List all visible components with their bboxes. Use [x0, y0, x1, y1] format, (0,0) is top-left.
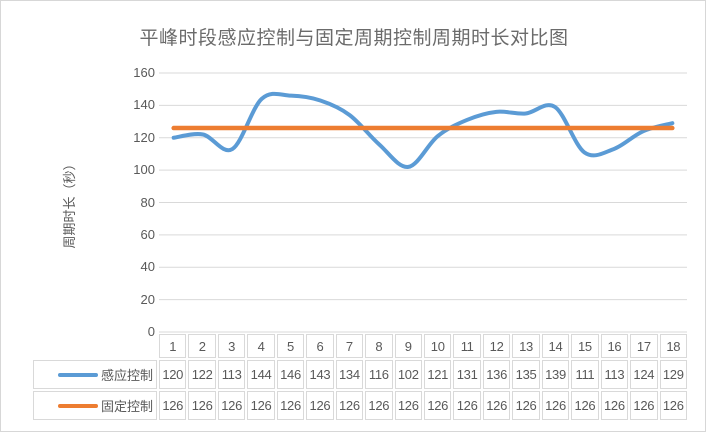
value-cell: 134 [335, 360, 364, 389]
value-cell: 126 [571, 391, 599, 420]
category-cell: 18 [659, 334, 687, 358]
value-cell: 102 [394, 360, 422, 389]
category-cell: 6 [306, 334, 334, 358]
value-cell: 121 [424, 360, 452, 389]
value-cell: 126 [453, 391, 481, 420]
y-axis-tick-label: 40 [140, 259, 155, 275]
series-line-swatch-icon [57, 403, 98, 408]
value-cell: 126 [159, 391, 187, 420]
value-cell: 146 [276, 360, 305, 389]
category-cell: 12 [482, 334, 511, 358]
value-cell: 126 [335, 391, 364, 420]
value-cell: 124 [630, 360, 658, 389]
value-cell: 126 [659, 391, 687, 420]
value-cell: 113 [600, 360, 629, 389]
category-cell: 17 [630, 334, 658, 358]
category-cell: 9 [394, 334, 422, 358]
category-cell: 7 [335, 334, 364, 358]
value-cell: 126 [512, 391, 540, 420]
value-cell: 126 [394, 391, 422, 420]
y-axis-tick-label: 140 [133, 97, 155, 113]
category-cell: 3 [217, 334, 246, 358]
category-cell: 13 [512, 334, 540, 358]
category-cell: 8 [365, 334, 393, 358]
value-cell: 126 [365, 391, 393, 420]
value-cell: 126 [188, 391, 216, 420]
chart-title: 平峰时段感应控制与固定周期控制周期时长对比图 [139, 28, 569, 49]
y-axis-tick-label: 160 [133, 65, 155, 80]
category-cell: 14 [541, 334, 570, 358]
series-name-label: 感应控制 [100, 368, 153, 383]
table-corner-cell [33, 334, 157, 358]
value-cell: 126 [306, 391, 334, 420]
value-cell: 126 [276, 391, 305, 420]
category-cell: 15 [571, 334, 599, 358]
series-line-1 [171, 91, 675, 169]
value-cell: 139 [541, 360, 570, 389]
y-axis-tick-label: 80 [140, 194, 155, 210]
category-cell: 1 [159, 334, 187, 358]
value-cell: 126 [541, 391, 570, 420]
value-cell: 116 [365, 360, 393, 389]
value-cell: 126 [482, 391, 511, 420]
category-cell: 4 [247, 334, 275, 358]
y-axis-tick-label: 0 [147, 324, 155, 339]
y-axis-tick-label: 20 [140, 291, 155, 307]
value-cell: 126 [217, 391, 246, 420]
series-line-swatch-icon [57, 372, 98, 377]
value-cell: 113 [217, 360, 246, 389]
category-cell: 5 [276, 334, 305, 358]
data-table: 1 2 3 4 5 6 7 8 9 10 11 12 13 14 15 16 17 18 感应控制 120 122 113… [33, 334, 687, 420]
legend-item-series-1: 感应控制 [33, 360, 157, 389]
value-cell: 131 [453, 360, 481, 389]
legend-item-series-2: 固定控制 [33, 391, 157, 420]
category-cell: 2 [188, 334, 216, 358]
value-cell: 120 [159, 360, 187, 389]
value-cell: 126 [600, 391, 629, 420]
value-cell: 126 [630, 391, 658, 420]
value-cell: 126 [247, 391, 275, 420]
value-cell: 143 [306, 360, 334, 389]
category-cell: 11 [453, 334, 481, 358]
series-name-label: 固定控制 [100, 399, 153, 414]
value-cell: 129 [659, 360, 687, 389]
value-cell: 135 [512, 360, 540, 389]
value-cell: 136 [482, 360, 511, 389]
y-axis-tick-label: 60 [140, 226, 155, 242]
value-cell: 111 [571, 360, 599, 389]
y-axis-tick-label: 100 [133, 162, 155, 178]
category-cell: 10 [424, 334, 452, 358]
value-cell: 126 [424, 391, 452, 420]
y-axis-tick-label: 120 [133, 129, 155, 145]
value-cell: 144 [247, 360, 275, 389]
value-cell: 122 [188, 360, 216, 389]
category-cell: 16 [600, 334, 629, 358]
